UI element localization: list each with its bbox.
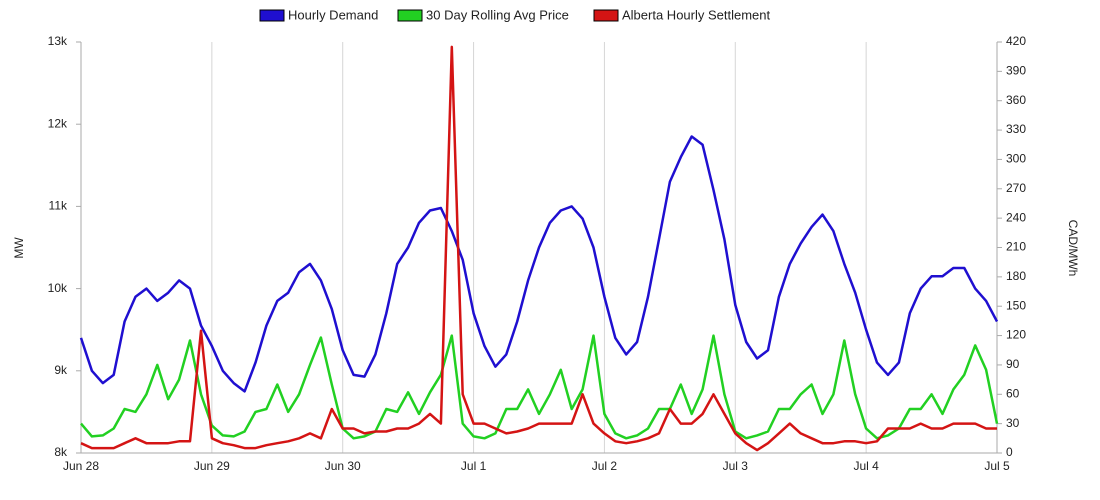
x-tick-label: Jun 29 (194, 459, 230, 473)
legend-label: Alberta Hourly Settlement (622, 7, 771, 22)
y2-tick-label: 60 (1006, 386, 1020, 400)
series-line (80, 45, 997, 452)
y2-tick-label: 210 (1006, 240, 1026, 254)
legend-swatch (397, 9, 423, 22)
y2-tick-label: 120 (1006, 328, 1026, 342)
y-axis-label: MW (12, 237, 26, 259)
y2-tick-label: 360 (1006, 93, 1026, 107)
y2-tick-label: 0 (1006, 445, 1013, 459)
x-tick-label: Jul 5 (984, 459, 1010, 473)
y2-tick-label: 330 (1006, 122, 1026, 136)
x-tick-label: Jul 4 (853, 459, 879, 473)
y2-tick-label: 240 (1006, 210, 1026, 224)
x-tick-label: Jul 3 (723, 459, 749, 473)
y2-axis-label: CAD/MWh (1066, 220, 1080, 277)
series-line (80, 334, 999, 440)
y2-tick-label: 150 (1006, 298, 1026, 312)
legend-label: Hourly Demand (288, 7, 378, 22)
y2-tick-label: 390 (1006, 64, 1026, 78)
x-tick-label: Jul 2 (592, 459, 618, 473)
y2-tick-label: 420 (1006, 34, 1026, 48)
y-tick-label: 10k (48, 281, 68, 295)
y2-tick-label: 270 (1006, 181, 1026, 195)
legend-label: 30 Day Rolling Avg Price (426, 7, 569, 22)
y2-tick-label: 300 (1006, 152, 1026, 166)
legend-swatch (593, 9, 619, 22)
y2-tick-label: 180 (1006, 269, 1026, 283)
y-tick-label: 8k (54, 445, 68, 459)
y-tick-label: 9k (54, 363, 68, 377)
y-tick-label: 11k (49, 199, 68, 213)
x-tick-label: Jul 1 (461, 459, 487, 473)
series-line (79, 135, 999, 393)
y2-tick-label: 90 (1006, 357, 1020, 371)
y2-tick-label: 30 (1006, 416, 1020, 430)
y-tick-label: 13k (48, 34, 68, 48)
y-tick-label: 12k (48, 116, 68, 130)
legend-swatch (259, 9, 285, 22)
x-tick-label: Jun 28 (63, 459, 99, 473)
x-tick-label: Jun 30 (325, 459, 361, 473)
